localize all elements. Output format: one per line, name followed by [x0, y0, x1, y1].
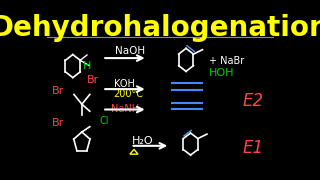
- Text: Cl: Cl: [100, 116, 109, 126]
- Text: NaNH₂: NaNH₂: [111, 105, 143, 114]
- Text: E2: E2: [243, 92, 264, 110]
- Text: Br: Br: [52, 118, 64, 128]
- Text: HOH: HOH: [209, 68, 234, 78]
- Text: KOH: KOH: [114, 79, 134, 89]
- Text: Br: Br: [52, 86, 64, 96]
- Text: E1: E1: [243, 140, 264, 158]
- Text: NaOH: NaOH: [115, 46, 145, 56]
- Text: Dehydrohalogenation: Dehydrohalogenation: [0, 14, 320, 42]
- Text: 200°C: 200°C: [114, 89, 144, 98]
- Text: H₂O: H₂O: [132, 136, 153, 145]
- Text: H: H: [83, 61, 91, 71]
- Text: + NaBr: + NaBr: [209, 56, 244, 66]
- Text: Br: Br: [86, 75, 99, 85]
